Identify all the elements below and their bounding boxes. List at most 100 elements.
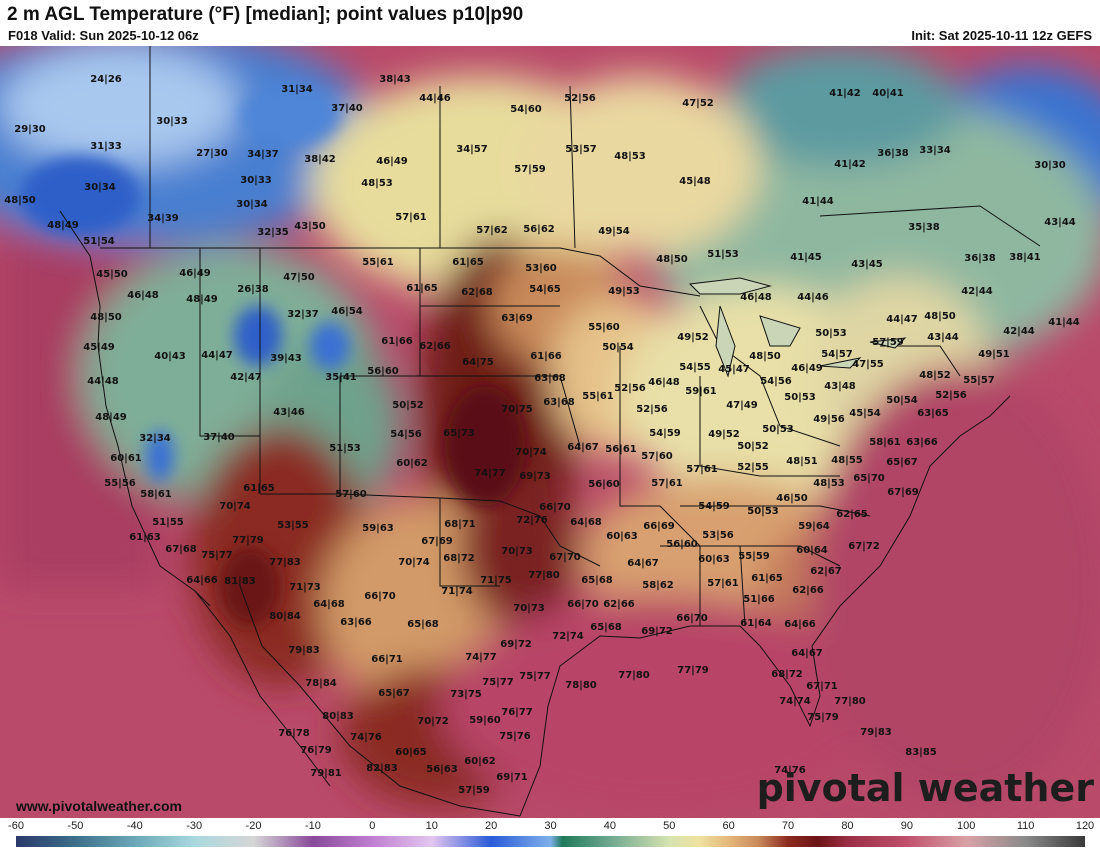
point-value: 66|70 xyxy=(364,591,396,602)
point-value: 43|44 xyxy=(927,332,959,343)
point-value: 49|51 xyxy=(978,349,1010,360)
point-value: 55|57 xyxy=(963,375,995,386)
point-value: 55|59 xyxy=(738,551,770,562)
point-value: 54|57 xyxy=(821,349,853,360)
colorbar-tick-label: 120 xyxy=(1075,820,1095,832)
point-value: 54|59 xyxy=(649,428,681,439)
point-value: 57|61 xyxy=(686,464,718,475)
point-value: 42|47 xyxy=(230,372,262,383)
point-value: 57|60 xyxy=(335,489,367,500)
colorbar-tick-label: -30 xyxy=(186,820,203,832)
point-value: 61|65 xyxy=(406,283,438,294)
point-value: 45|54 xyxy=(849,408,881,419)
point-value: 79|81 xyxy=(310,768,342,779)
point-value: 79|83 xyxy=(288,645,320,656)
point-value: 64|66 xyxy=(784,619,816,630)
point-value: 74|76 xyxy=(774,765,806,776)
point-value: 70|73 xyxy=(513,603,545,614)
point-value: 46|48 xyxy=(648,377,680,388)
colorbar-tick-label: -40 xyxy=(126,820,143,832)
point-value: 60|62 xyxy=(396,458,428,469)
point-value: 31|34 xyxy=(281,84,313,95)
point-value: 71|73 xyxy=(289,582,321,593)
point-value: 60|61 xyxy=(110,453,142,464)
colorbar-tick-label: 20 xyxy=(484,820,498,832)
valid-time: F018 Valid: Sun 2025-10-12 06z xyxy=(8,28,199,43)
point-value: 30|33 xyxy=(156,116,188,127)
point-value: 43|50 xyxy=(294,221,326,232)
point-value: 27|30 xyxy=(196,148,228,159)
point-value: 53|56 xyxy=(702,530,734,541)
point-value: 60|65 xyxy=(395,747,427,758)
point-value: 24|26 xyxy=(90,74,122,85)
point-value: 64|68 xyxy=(570,517,602,528)
point-value: 56|60 xyxy=(367,366,399,377)
point-value: 64|67 xyxy=(567,442,599,453)
point-value: 50|53 xyxy=(762,424,794,435)
point-value: 63|66 xyxy=(906,437,938,448)
point-value: 46|54 xyxy=(331,306,363,317)
point-value: 48|50 xyxy=(4,195,36,206)
point-value: 61|64 xyxy=(740,618,772,629)
point-value: 51|66 xyxy=(743,594,775,605)
point-value: 47|52 xyxy=(682,98,714,109)
point-value: 64|67 xyxy=(791,648,823,659)
point-value: 49|56 xyxy=(813,414,845,425)
point-value: 30|34 xyxy=(236,199,268,210)
point-value: 65|68 xyxy=(581,575,613,586)
point-value: 60|63 xyxy=(606,531,638,542)
temperature-map[interactable]: 24|26 31|34 38|43 44|46 37|40 54|60 52|56 47|52… xyxy=(0,46,1100,818)
point-value: 41|42 xyxy=(829,88,861,99)
point-value: 58|61 xyxy=(140,489,172,500)
point-value: 46|48 xyxy=(127,290,159,301)
point-value: 63|68 xyxy=(534,373,566,384)
point-value: 74|77 xyxy=(474,468,506,479)
point-value: 60|62 xyxy=(464,756,496,767)
point-value: 30|30 xyxy=(1034,160,1066,171)
point-value: 33|34 xyxy=(919,145,951,156)
point-value: 39|43 xyxy=(270,353,302,364)
colorbar-tick-label: -20 xyxy=(245,820,262,832)
point-value: 30|33 xyxy=(240,175,272,186)
colorbar-tick-label: 110 xyxy=(1016,820,1035,832)
point-value: 48|52 xyxy=(919,370,951,381)
point-value: 56|63 xyxy=(426,764,458,775)
point-value: 83|85 xyxy=(905,747,937,758)
colorbar-tick-label: 0 xyxy=(369,820,376,832)
point-value: 51|55 xyxy=(152,517,184,528)
point-value: 54|55 xyxy=(679,362,711,373)
point-value: 67|69 xyxy=(887,487,919,498)
point-value: 70|74 xyxy=(219,501,251,512)
point-value: 77|80 xyxy=(528,570,560,581)
point-value: 79|83 xyxy=(860,727,892,738)
point-value: 65|68 xyxy=(407,619,439,630)
point-value: 59|63 xyxy=(362,523,394,534)
point-value: 34|57 xyxy=(456,144,488,155)
colorbar-tick-label: -60 xyxy=(8,820,24,832)
point-value: 49|52 xyxy=(677,332,709,343)
point-value: 64|66 xyxy=(186,575,218,586)
map-title: 2 m AGL Temperature (°F) [median]; point… xyxy=(7,4,524,25)
point-value: 69|72 xyxy=(500,639,532,650)
point-value: 46|50 xyxy=(776,493,808,504)
colorbar-tick-label: 10 xyxy=(425,820,438,832)
point-value: 70|75 xyxy=(501,404,533,415)
point-value: 49|53 xyxy=(608,286,640,297)
point-value: 50|54 xyxy=(886,395,918,406)
point-value: 63|66 xyxy=(340,617,372,628)
point-value: 80|84 xyxy=(269,611,301,622)
point-value: 61|65 xyxy=(243,483,275,494)
point-value: 46|49 xyxy=(179,268,211,279)
point-value: 74|74 xyxy=(779,696,811,707)
point-value: 48|50 xyxy=(90,312,122,323)
point-value: 37|40 xyxy=(203,432,235,443)
point-value: 75|77 xyxy=(519,671,551,682)
point-value: 51|53 xyxy=(707,249,739,260)
point-value: 75|79 xyxy=(807,712,839,723)
point-value: 48|50 xyxy=(749,351,781,362)
point-value: 42|44 xyxy=(961,286,993,297)
colorbar-tick-label: -50 xyxy=(67,820,84,832)
point-value: 45|47 xyxy=(718,364,750,375)
point-value: 70|74 xyxy=(515,447,547,458)
point-value: 64|67 xyxy=(627,558,659,569)
